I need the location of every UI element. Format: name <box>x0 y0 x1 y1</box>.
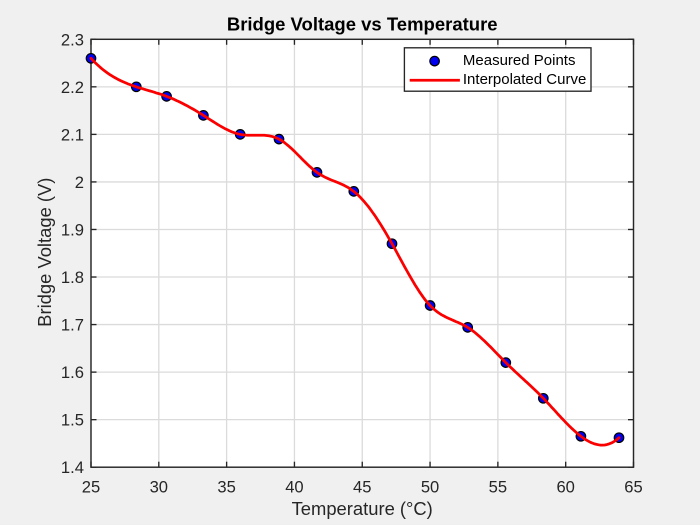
svg-text:65: 65 <box>624 478 642 497</box>
svg-text:Bridge Voltage (V): Bridge Voltage (V) <box>34 178 55 327</box>
svg-text:40: 40 <box>285 478 303 497</box>
svg-text:1.7: 1.7 <box>61 316 84 335</box>
svg-text:25: 25 <box>82 478 100 497</box>
svg-text:2.3: 2.3 <box>61 30 84 49</box>
svg-text:1.6: 1.6 <box>61 363 84 382</box>
svg-text:Measured Points: Measured Points <box>463 52 576 69</box>
svg-text:Interpolated Curve: Interpolated Curve <box>463 71 586 88</box>
svg-text:50: 50 <box>421 478 439 497</box>
svg-text:1.5: 1.5 <box>61 411 84 430</box>
svg-text:1.4: 1.4 <box>61 458 84 477</box>
svg-text:60: 60 <box>556 478 574 497</box>
svg-text:30: 30 <box>150 478 168 497</box>
svg-text:45: 45 <box>353 478 371 497</box>
svg-text:1.8: 1.8 <box>61 268 84 287</box>
svg-text:2.1: 2.1 <box>61 125 84 144</box>
svg-text:55: 55 <box>489 478 507 497</box>
svg-text:1.9: 1.9 <box>61 220 84 239</box>
svg-text:Bridge Voltage vs Temperature: Bridge Voltage vs Temperature <box>227 13 498 34</box>
svg-text:35: 35 <box>217 478 235 497</box>
svg-text:2.2: 2.2 <box>61 78 84 97</box>
svg-text:Temperature (°C): Temperature (°C) <box>292 498 433 519</box>
svg-text:2: 2 <box>75 173 84 192</box>
